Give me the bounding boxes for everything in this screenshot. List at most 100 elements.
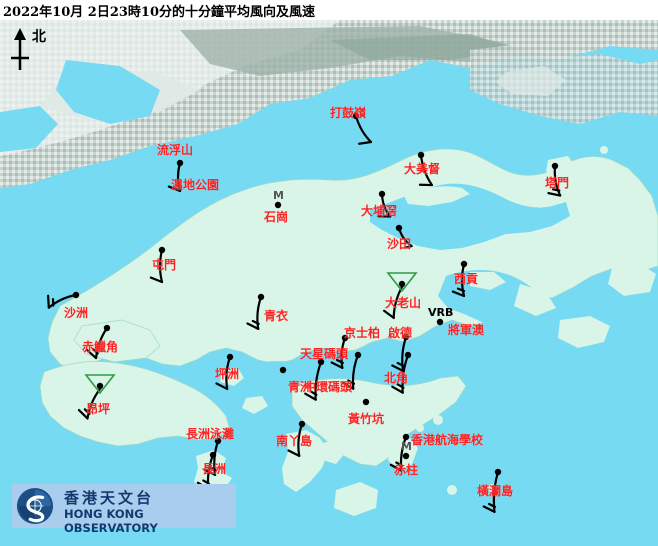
station-25 (287, 420, 306, 457)
page-title: 2022年10月 2日23時10分的十分鐘平均風向及風速 (3, 5, 316, 20)
wind-barb-shaft (314, 360, 323, 401)
wind-barb-half (488, 502, 497, 508)
station-label-1: 流浮山 (157, 143, 194, 157)
station-15 (341, 351, 362, 390)
north-label: 北 (32, 29, 46, 45)
wind-barb-half (347, 379, 356, 385)
wind-barb-full (382, 309, 395, 320)
station-29 (482, 468, 502, 513)
station-label-10: 大老山 (385, 296, 422, 310)
wind-barb-full (391, 364, 405, 372)
station-label-2: 濕地公園 (171, 178, 220, 192)
station-dot (395, 224, 403, 232)
station-label-6: 塔門 (545, 176, 570, 190)
station-label-3: 石崗 (264, 210, 289, 224)
station-19 (46, 291, 80, 309)
north-arrow-icon (11, 28, 29, 70)
wind-barb-full (451, 290, 466, 298)
station-dot (72, 291, 80, 299)
station-dot (362, 398, 370, 406)
station-label-26: 黃竹坑 (348, 412, 385, 426)
elevated-station-triangle (84, 374, 116, 395)
wind-barb-full (85, 349, 98, 360)
station-dot (404, 351, 412, 359)
wind-barb-layer (46, 112, 562, 513)
station-dot (298, 420, 306, 428)
station-7 (377, 190, 392, 218)
station-label-19: 沙洲 (64, 306, 89, 320)
station-label-27: 香港航海學校 (411, 433, 484, 447)
wind-barb-half (335, 358, 344, 365)
station-0 (352, 112, 373, 145)
lantau-island (39, 361, 231, 447)
elevated-station-triangle (386, 272, 418, 293)
station-21 (77, 374, 116, 420)
station-label-21: 昂坪 (86, 402, 111, 416)
station-label-24: 長洲 (202, 462, 227, 476)
wind-barb-full (149, 276, 164, 284)
wind-barb-half (83, 408, 91, 415)
station-26 (362, 398, 370, 406)
north-arrow: 北 (6, 26, 66, 72)
station-dot (436, 318, 444, 326)
station-label-8: 沙田 (387, 237, 412, 251)
station-dot (460, 260, 468, 268)
station-18 (279, 366, 287, 374)
station-label-13: 京士柏 (344, 326, 381, 340)
station-dot (417, 151, 425, 159)
missing-flag: M (273, 189, 284, 202)
station-dot (176, 159, 184, 167)
station-dot (226, 353, 234, 361)
wind-barb-full (341, 381, 355, 390)
wind-barb-half (456, 287, 466, 293)
station-label-20: 赤鱲角 (82, 340, 119, 354)
station-dot (214, 437, 222, 445)
station-label-0: 打鼓嶺 (330, 106, 367, 120)
station-dot (341, 334, 349, 342)
station-3 (274, 201, 282, 209)
station-label-18: 青洲 (288, 380, 313, 394)
wind-barb-half (208, 465, 217, 471)
station-label-22: 坪洲 (215, 367, 240, 381)
station-dot (158, 246, 166, 254)
missing-flag: M (401, 440, 412, 453)
station-4 (149, 246, 166, 284)
station-dot (378, 190, 386, 198)
station-dot (402, 333, 410, 341)
wind-barb-full (167, 185, 182, 193)
station-label-5: 大美督 (404, 162, 441, 176)
wind-barb-half (309, 390, 318, 396)
wind-barb-full (389, 463, 403, 472)
wind-barb-full (46, 294, 50, 309)
station-14 (391, 333, 410, 372)
logo-name-en: HONG KONG OBSERVATORY (64, 507, 158, 535)
station-12 (246, 293, 265, 330)
station-label-29: 橫瀾島 (477, 484, 514, 498)
wind-barb-half (396, 383, 405, 389)
wind-barb-half (551, 188, 561, 192)
wind-barb-full (547, 192, 562, 197)
wind-barb-full (304, 392, 317, 401)
station-22 (215, 353, 234, 390)
logo-name-cn: 香港天文台 (64, 489, 155, 507)
wind-barb-half (251, 319, 260, 325)
wind-barb-full (246, 322, 260, 330)
station-label-11: 將軍澳 (448, 323, 485, 337)
wind-barb-full (287, 449, 301, 457)
hko-logo-icon (16, 487, 54, 525)
variable-wind-flag: VRB (428, 306, 454, 319)
station-label-17: 北角 (384, 371, 409, 385)
wind-barb-full (77, 408, 89, 420)
station-dot (352, 112, 360, 120)
station-label-25: 南丫島 (276, 434, 313, 448)
wind-barb-half (91, 347, 99, 355)
wind-barb-shaft (492, 470, 500, 513)
station-10 (382, 272, 418, 320)
wind-barb-half (202, 479, 211, 485)
wind-barb-full (330, 361, 344, 369)
station-dot (209, 451, 217, 459)
wind-barb-shaft (401, 353, 410, 394)
map-canvas[interactable] (0, 20, 658, 546)
station-dot (274, 201, 282, 209)
